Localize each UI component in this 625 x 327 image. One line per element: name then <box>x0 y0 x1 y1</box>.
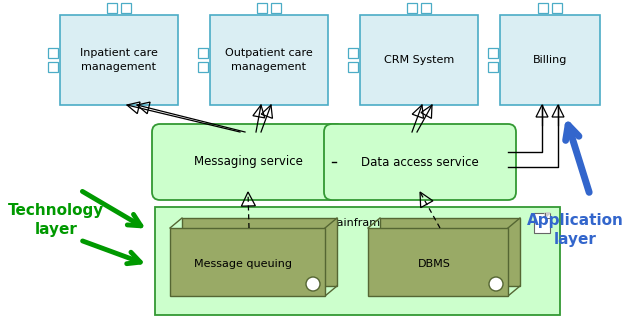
Polygon shape <box>545 213 550 218</box>
Bar <box>107 3 117 13</box>
Bar <box>48 62 58 72</box>
Bar <box>368 228 508 296</box>
Bar <box>121 3 131 13</box>
Bar <box>271 3 281 13</box>
Bar <box>500 15 600 105</box>
Bar <box>538 3 548 13</box>
Bar <box>210 15 328 105</box>
Text: Application
layer: Application layer <box>526 213 624 247</box>
Bar <box>488 62 498 72</box>
Bar <box>257 3 267 13</box>
Circle shape <box>306 277 320 291</box>
Bar <box>155 207 560 315</box>
Bar <box>348 62 358 72</box>
Text: CRM System: CRM System <box>384 55 454 65</box>
Text: Technology
layer: Technology layer <box>8 203 104 237</box>
Text: Mainframe: Mainframe <box>328 218 388 228</box>
Bar <box>380 218 520 286</box>
Text: Inpatient care
management: Inpatient care management <box>80 48 158 72</box>
Text: Messaging service: Messaging service <box>194 156 302 168</box>
Text: Data access service: Data access service <box>361 156 479 168</box>
Bar <box>170 228 325 296</box>
Text: Billing: Billing <box>532 55 568 65</box>
Text: DBMS: DBMS <box>418 259 451 269</box>
Bar <box>182 218 337 286</box>
Bar <box>48 48 58 58</box>
FancyBboxPatch shape <box>152 124 344 200</box>
Bar <box>552 3 562 13</box>
Bar <box>198 62 208 72</box>
Bar <box>407 3 417 13</box>
Text: Message queuing: Message queuing <box>194 259 292 269</box>
Bar <box>198 48 208 58</box>
Circle shape <box>489 277 503 291</box>
Bar <box>348 48 358 58</box>
Bar <box>488 48 498 58</box>
Text: Outpatient care
management: Outpatient care management <box>225 48 313 72</box>
FancyBboxPatch shape <box>324 124 516 200</box>
Bar <box>534 213 550 233</box>
Bar <box>360 15 478 105</box>
Bar <box>421 3 431 13</box>
Bar <box>60 15 178 105</box>
